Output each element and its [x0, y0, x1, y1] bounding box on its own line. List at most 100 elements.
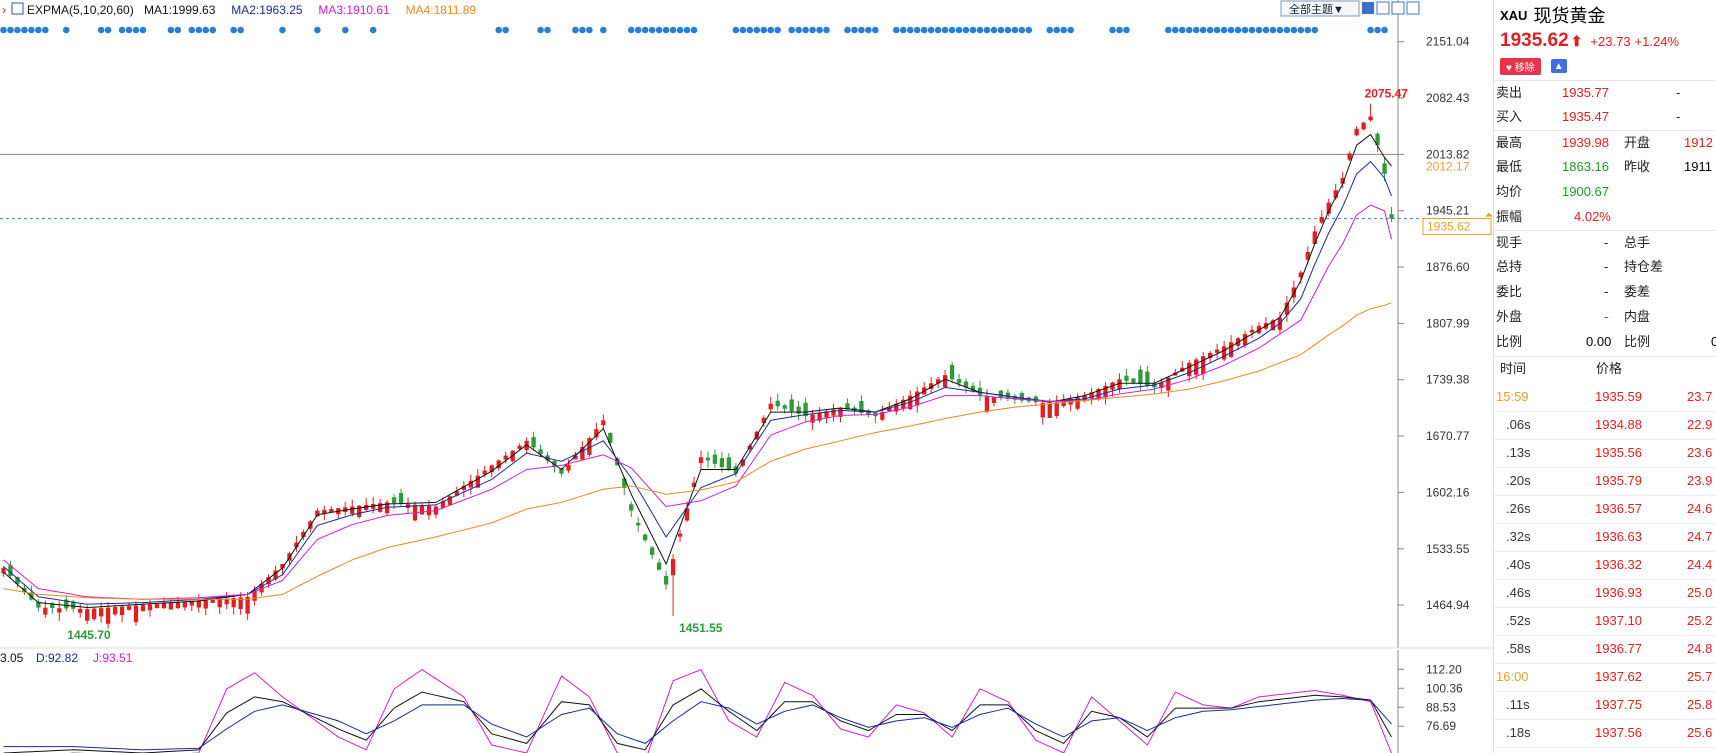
signal-dot: [1220, 26, 1228, 34]
y-tick-label: 1876.60: [1426, 260, 1470, 274]
candle-body: [1047, 403, 1052, 418]
candle-body: [1242, 334, 1248, 346]
tick-row[interactable]: .20s 1935.79 23.9: [1494, 467, 1716, 496]
kdj-lines: [3, 668, 1392, 753]
ticks-header: 时间 价格: [1494, 357, 1716, 381]
layout-icon[interactable]: [1376, 1, 1390, 15]
candle-body: [817, 412, 822, 421]
remove-watchlist-button[interactable]: ♥ 移除: [1500, 57, 1541, 75]
price-change: +23.73: [1590, 34, 1631, 49]
tick-row[interactable]: .32s 1936.63 24.7: [1494, 523, 1716, 552]
signal-dot: [676, 26, 684, 34]
current-hand-value: -: [1604, 235, 1609, 250]
legend-toggle-icon[interactable]: [11, 2, 24, 15]
signal-dot: [997, 26, 1005, 34]
bell-icon[interactable]: ▲: [1550, 59, 1567, 73]
candle-body: [377, 503, 383, 512]
split-icon[interactable]: [1391, 1, 1405, 15]
tick-row[interactable]: .13s 1935.56 23.6: [1494, 439, 1716, 468]
candle-body: [726, 457, 732, 471]
tick-row[interactable]: .46s 1936.93 25.0: [1494, 579, 1716, 608]
open-interest-row: 总持 - 持仓差: [1494, 255, 1716, 279]
signal-dots: [0, 26, 1388, 34]
candle-body: [105, 607, 111, 624]
tick-change: 24.7: [1687, 529, 1713, 544]
candle-body: [1319, 217, 1324, 223]
signal-dot: [132, 26, 140, 34]
tick-change: 25.2: [1687, 613, 1713, 628]
candle-body: [866, 410, 871, 415]
candle-body: [489, 465, 494, 473]
expand-icon[interactable]: [1406, 1, 1420, 15]
buy-label: 买入: [1496, 109, 1523, 124]
candle-body: [1, 568, 6, 574]
tick-row[interactable]: .06s 1934.88 22.9: [1494, 411, 1716, 440]
tick-row[interactable]: .26s 1936.57 24.6: [1494, 495, 1716, 524]
signal-dot: [1227, 26, 1235, 34]
candle-body: [57, 608, 62, 613]
divider: [1494, 130, 1716, 131]
tick-time: .52s: [1506, 613, 1531, 628]
signal-dot: [230, 26, 237, 34]
y-tick-label: 1464.94: [1426, 598, 1470, 612]
tick-price: 1935.56: [1595, 445, 1642, 460]
signal-dot: [872, 26, 879, 34]
divider: [1494, 80, 1716, 81]
symbol-name: 现货黄金: [1533, 6, 1606, 26]
kdj-line-J: [68, 668, 1392, 753]
candle-body: [705, 457, 711, 461]
outer-label: 外盘: [1496, 309, 1523, 324]
signal-dot: [669, 26, 677, 34]
tick-change: 23.6: [1687, 445, 1713, 460]
candle-body: [566, 464, 571, 471]
tick-price: 1935.79: [1595, 473, 1642, 488]
tick-change: 24.8: [1687, 641, 1713, 656]
sell-row: 卖出 1935.77 -: [1494, 81, 1716, 105]
zoom-in-icon[interactable]: [1362, 2, 1374, 14]
tick-time: .06s: [1506, 417, 1531, 432]
candle-body: [608, 432, 613, 443]
tick-row[interactable]: .58s 1936.77 24.8: [1494, 635, 1716, 664]
osc-tick-label: 112.20: [1426, 662, 1462, 676]
kline-chart[interactable]: 2151.04 2082.43 2013.82 1945.21 1876.60 1807.…: [0, 0, 1493, 753]
tick-price: 1937.62: [1595, 669, 1642, 684]
open-value: 1912: [1684, 135, 1713, 150]
avg-row: 均价 1900.67: [1494, 180, 1716, 204]
tick-price: 1935.59: [1595, 389, 1642, 404]
expma-line-ma3: [3, 204, 1392, 600]
signal-dot: [1241, 26, 1249, 34]
candle-body: [147, 604, 153, 611]
tick-row[interactable]: .52s 1937.10 25.2: [1494, 607, 1716, 636]
candle-body: [1361, 122, 1366, 130]
candle-body: [789, 399, 794, 412]
y-tick-label: 2082.43: [1426, 91, 1470, 105]
candle-body: [140, 605, 146, 612]
signal-dot: [369, 26, 377, 34]
main-legend: › EXPMA(5,10,20,60) MA1:1999.63 MA2:1963.…: [2, 2, 476, 17]
ratio2-value: 0: [1711, 330, 1716, 354]
signal-dot: [899, 26, 907, 34]
tick-row[interactable]: .40s 1936.32 24.4: [1494, 551, 1716, 580]
signal-dot: [641, 26, 649, 34]
tick-row[interactable]: 15:59 1935.59 23.7: [1494, 383, 1716, 412]
candle-body: [531, 437, 536, 448]
remove-label: 移除: [1514, 62, 1535, 74]
current-hand-row: 现手 - 总手: [1494, 231, 1716, 255]
candle-body: [43, 607, 48, 615]
signal-dot: [634, 26, 642, 34]
current-hand-label: 现手: [1496, 235, 1523, 250]
theme-dropdown[interactable]: [1280, 0, 1360, 17]
candle-body: [915, 391, 920, 406]
tick-row[interactable]: .11s 1937.75 25.8: [1494, 691, 1716, 720]
buy-row: 买入 1935.47 -: [1494, 105, 1716, 129]
candle-body: [350, 506, 355, 514]
signal-dot: [237, 26, 244, 34]
candle-body: [1054, 402, 1059, 416]
signal-dot: [1290, 26, 1298, 34]
tick-row[interactable]: 16:00 1937.62 25.7: [1494, 663, 1716, 692]
signal-dot: [1213, 26, 1221, 34]
signal-dot: [990, 26, 998, 34]
tick-row[interactable]: .18s 1937.56 25.6: [1494, 719, 1716, 748]
candle-body: [929, 383, 934, 390]
reference-label: 2012.17: [1426, 159, 1470, 173]
